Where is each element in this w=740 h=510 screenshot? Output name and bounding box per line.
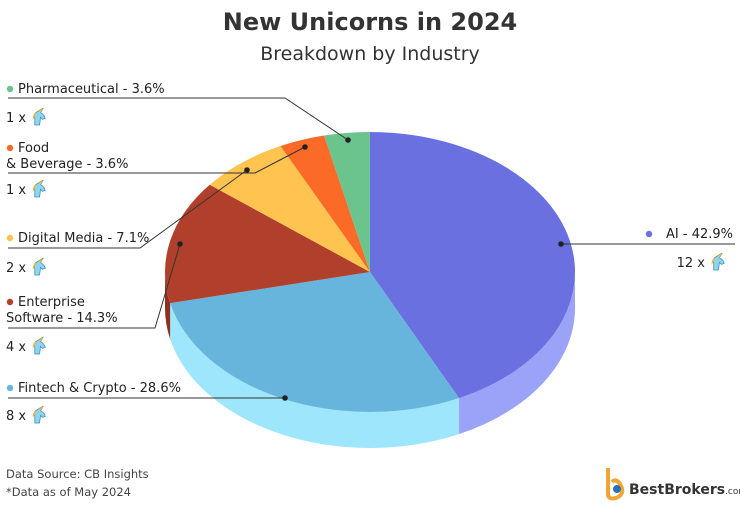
- leader-dot: [244, 167, 250, 173]
- leader-line: [8, 97, 349, 141]
- data-label-line: Pharmaceutical - 3.6%: [18, 82, 165, 97]
- data-label: AI - 42.9%: [666, 227, 733, 242]
- data-label-line: AI - 42.9%: [666, 227, 733, 242]
- data-label-line: Enterprise: [18, 295, 85, 310]
- brand: BestBrokers.com: [629, 482, 740, 498]
- legend-bullet: [6, 85, 14, 93]
- data-label: Pharmaceutical - 3.6%: [18, 82, 165, 97]
- count-label: 1 x: [6, 111, 26, 126]
- count-label: 1 x: [6, 183, 26, 198]
- unicorn-icon: [32, 405, 46, 424]
- data-label: Enterprise Software - 14.3%: [6, 295, 118, 326]
- unicorn-icon: [711, 252, 725, 271]
- unicorn-icon: [32, 179, 46, 198]
- count-label: 8 x: [6, 409, 26, 424]
- legend-bullet: [6, 144, 14, 152]
- leader-dot: [282, 395, 288, 401]
- leader-line: [8, 169, 248, 249]
- chart-title: New Unicorns in 2024: [223, 8, 517, 36]
- legend-bullet: [6, 298, 14, 306]
- note: *Data as of May 2024: [6, 485, 131, 499]
- data-label-line: Food: [18, 141, 49, 156]
- data-label-line: Digital Media - 7.1%: [18, 231, 149, 246]
- data-label-line: & Beverage - 3.6%: [6, 157, 128, 172]
- brand-name: BestBrokers: [629, 482, 725, 498]
- leader-line: [8, 146, 306, 174]
- legend-bullet: [645, 230, 653, 238]
- count-label: 4 x: [6, 340, 26, 355]
- data-label: Fintech & Crypto - 28.6%: [18, 381, 181, 396]
- data-label-line: Fintech & Crypto - 28.6%: [18, 381, 181, 396]
- chart-subtitle: Breakdown by Industry: [260, 43, 480, 65]
- count-label: 2 x: [6, 261, 26, 276]
- slice: [209, 146, 370, 272]
- slice: [370, 132, 576, 399]
- leader-dot: [302, 144, 308, 150]
- slice-side: [458, 272, 575, 435]
- leader-line: [8, 243, 181, 329]
- slice: [170, 272, 459, 412]
- source: Data Source: CB Insights: [6, 467, 149, 481]
- leader-dot: [345, 137, 351, 143]
- leader-dot: [177, 241, 183, 247]
- slice: [164, 184, 370, 304]
- unicorn-icon: [32, 257, 46, 276]
- leader-dot: [558, 241, 564, 247]
- brand-logo: BestBrokers.com: [606, 468, 740, 501]
- count-label: 12 x: [677, 256, 706, 271]
- data-label: Digital Media - 7.1%: [18, 231, 149, 246]
- slice-side: [170, 303, 459, 449]
- unicorn-icon: [32, 107, 46, 126]
- data-label-line: Software - 14.3%: [6, 311, 118, 326]
- data-label: Food & Beverage - 3.6%: [6, 141, 128, 172]
- unicorn-icon: [32, 336, 46, 355]
- legend-bullet: [6, 384, 14, 392]
- slice: [324, 132, 370, 272]
- slice: [280, 135, 370, 272]
- legend-bullet: [6, 234, 14, 242]
- brand-suffix: .com: [725, 487, 740, 497]
